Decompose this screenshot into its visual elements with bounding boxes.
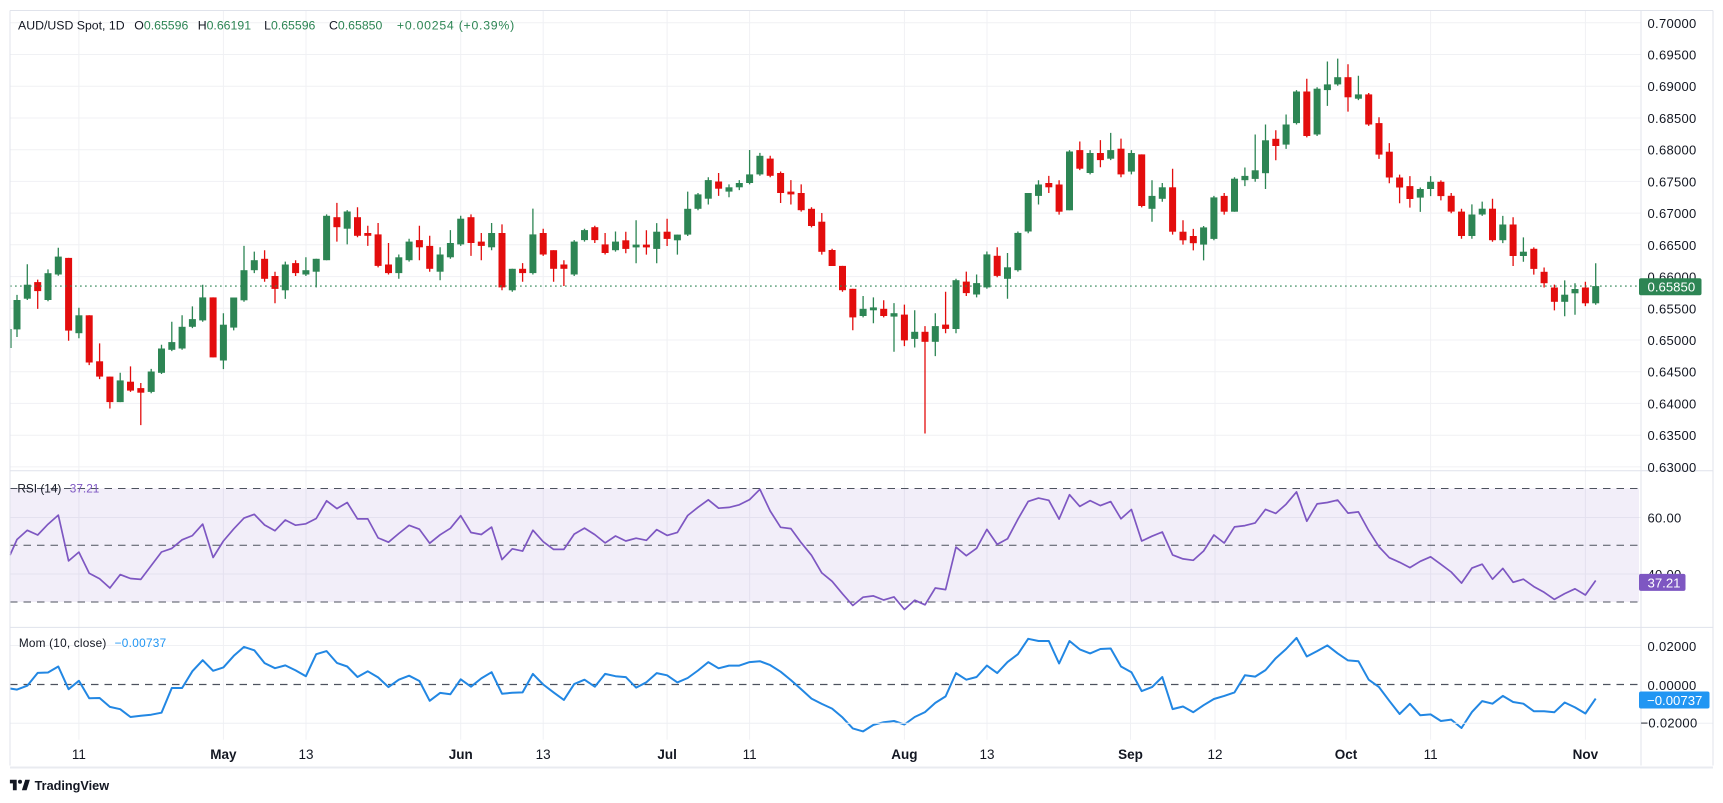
svg-text:0.64000: 0.64000 <box>1648 396 1697 411</box>
svg-text:O0.65596: O0.65596 <box>134 19 188 33</box>
svg-text:13: 13 <box>536 747 551 762</box>
svg-text:TradingView: TradingView <box>35 779 110 793</box>
svg-text:Jul: Jul <box>657 747 677 762</box>
svg-text:0.66500: 0.66500 <box>1648 238 1697 253</box>
svg-text:0.65850: 0.65850 <box>1648 280 1696 295</box>
svg-text:60.00: 60.00 <box>1648 511 1682 526</box>
svg-text:0.68500: 0.68500 <box>1648 111 1697 126</box>
svg-text:−0.00737: −0.00737 <box>115 636 167 650</box>
svg-text:0.65500: 0.65500 <box>1648 301 1697 316</box>
svg-text:37.21: 37.21 <box>1648 575 1681 590</box>
svg-text:Nov: Nov <box>1573 747 1599 762</box>
svg-text:11: 11 <box>743 747 757 762</box>
svg-text:0.00000: 0.00000 <box>1648 678 1697 693</box>
svg-text:AUD/USD Spot, 1D: AUD/USD Spot, 1D <box>18 19 125 33</box>
svg-text:Jun: Jun <box>449 747 473 762</box>
svg-text:May: May <box>210 747 237 762</box>
svg-text:Mom (10, close): Mom (10, close) <box>19 636 107 650</box>
svg-text:0.70000: 0.70000 <box>1648 16 1697 31</box>
svg-text:−0.02000: −0.02000 <box>1641 715 1698 730</box>
svg-text:0.69500: 0.69500 <box>1648 48 1697 63</box>
svg-text:+0.00254 (+0.39%): +0.00254 (+0.39%) <box>397 19 515 33</box>
svg-text:Aug: Aug <box>891 747 917 762</box>
svg-text:H0.66191: H0.66191 <box>198 19 252 33</box>
svg-text:−0.00737: −0.00737 <box>1647 693 1702 708</box>
svg-text:37.21: 37.21 <box>70 481 100 495</box>
svg-text:0.67500: 0.67500 <box>1648 174 1697 189</box>
svg-text:L0.65596: L0.65596 <box>264 19 315 33</box>
svg-text:RSI (14): RSI (14) <box>17 481 61 495</box>
svg-text:11: 11 <box>72 747 86 762</box>
svg-text:0.63500: 0.63500 <box>1648 428 1697 443</box>
svg-text:0.68000: 0.68000 <box>1648 143 1697 158</box>
svg-text:Oct: Oct <box>1335 747 1358 762</box>
svg-text:0.67000: 0.67000 <box>1648 206 1697 221</box>
svg-text:0.69000: 0.69000 <box>1648 79 1697 94</box>
svg-text:0.63000: 0.63000 <box>1648 460 1697 475</box>
svg-text:13: 13 <box>298 747 313 762</box>
svg-text:0.65000: 0.65000 <box>1648 333 1697 348</box>
svg-text:11: 11 <box>1424 747 1438 762</box>
svg-text:0.64500: 0.64500 <box>1648 365 1697 380</box>
svg-text:C0.65850: C0.65850 <box>329 19 383 33</box>
svg-text:13: 13 <box>979 747 994 762</box>
svg-text:Sep: Sep <box>1118 747 1143 762</box>
svg-text:0.02000: 0.02000 <box>1648 639 1697 654</box>
svg-text:12: 12 <box>1207 747 1222 762</box>
